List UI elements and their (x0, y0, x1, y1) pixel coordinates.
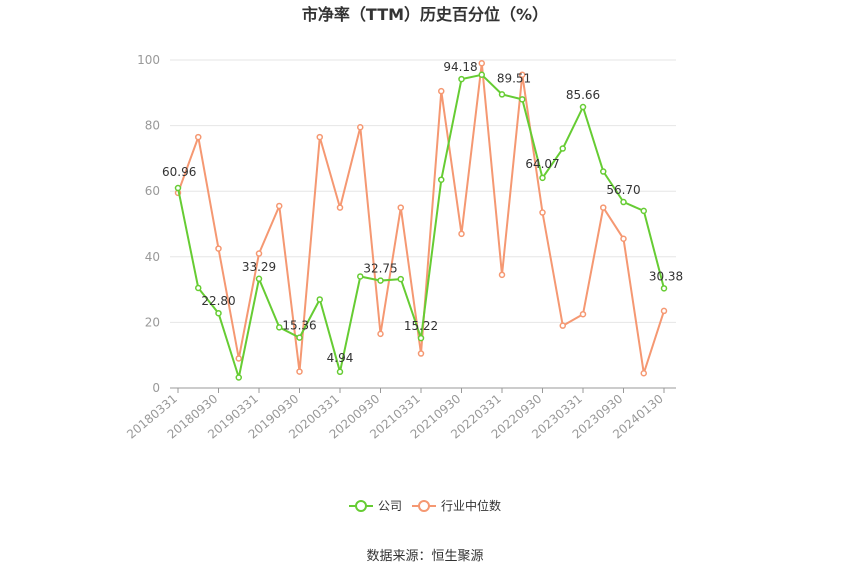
point-industry-20190930[interactable] (296, 368, 303, 375)
point-industry-20190630[interactable] (276, 202, 283, 210)
point-company-20201231[interactable] (397, 275, 404, 283)
point-industry-20210930[interactable] (458, 230, 465, 238)
point-company-20200331[interactable] (336, 368, 344, 376)
point-company-20190930[interactable] (296, 334, 303, 341)
y-axis: 0 20 40 60 80 100 (137, 53, 160, 395)
point-company-20181231[interactable] (235, 374, 242, 381)
data-label-20180331: 60.96 (162, 165, 196, 179)
data-label-20190331: 33.29 (242, 260, 276, 274)
data-labels: 60.96 22.80 33.29 15.36 4.94 32.75 15.22 94.18 8… (162, 60, 683, 365)
point-industry-20181231[interactable] (235, 355, 242, 362)
point-company-20231231[interactable] (640, 207, 647, 215)
data-label-20200930: 32.75 (363, 262, 397, 276)
y-tick-label-80: 80 (145, 119, 160, 133)
legend-label-company: 公司 (378, 499, 402, 513)
data-label-20180930: 22.80 (201, 294, 235, 308)
legend-item-company[interactable]: 公司 (349, 499, 402, 513)
point-company-20230930[interactable] (620, 198, 627, 206)
point-company-20210930[interactable] (458, 75, 465, 83)
data-label-20190930: 15.36 (282, 319, 316, 333)
point-industry-20230331[interactable] (579, 310, 587, 318)
point-company-20180930[interactable] (215, 309, 222, 317)
chart-title: 市净率（TTM）历史百分位（%） (302, 5, 548, 24)
point-industry-20190331[interactable] (255, 250, 263, 257)
point-company-20200630[interactable] (357, 273, 364, 280)
point-industry-20231231[interactable] (640, 369, 647, 377)
source-note: 数据来源：恒生聚源 (366, 549, 483, 564)
point-company-20230630[interactable] (600, 168, 607, 175)
grid (170, 59, 676, 323)
point-company-20221231[interactable] (559, 145, 566, 152)
legend-item-industry[interactable]: 行业中位数 (412, 498, 501, 513)
data-label-20220930: 64.07 (525, 157, 559, 171)
point-industry-20221231[interactable] (559, 322, 566, 329)
series-layer (174, 60, 668, 381)
data-label-20210930: 94.18 (443, 60, 477, 74)
point-industry-20240130[interactable] (660, 307, 668, 315)
legend-marker-company (355, 500, 367, 512)
point-company-20220331[interactable] (498, 91, 506, 98)
data-label-20240130: 30.38 (649, 269, 683, 283)
data-label-20210331: 15.22 (404, 319, 438, 333)
point-industry-20200930[interactable] (377, 330, 384, 338)
point-company-20190630[interactable] (276, 324, 283, 331)
point-industry-20211231[interactable] (478, 60, 485, 67)
point-industry-20230930[interactable] (620, 235, 627, 243)
data-label-20230331: 85.66 (566, 88, 600, 102)
point-company-20220630[interactable] (519, 96, 526, 103)
x-axis: 2018033120180930201903312019093020200331… (124, 387, 676, 442)
point-company-20220930[interactable] (539, 174, 546, 182)
point-company-20180331[interactable] (174, 184, 182, 192)
point-company-20210630[interactable] (438, 176, 445, 183)
data-label-20220331: 89.51 (497, 71, 531, 85)
point-company-20240130[interactable] (660, 285, 668, 292)
y-tick-label-20: 20 (145, 315, 160, 329)
point-industry-20180630[interactable] (195, 133, 202, 141)
legend-label-industry: 行业中位数 (441, 498, 501, 513)
data-label-20200331: 4.94 (327, 351, 354, 365)
point-company-20180630[interactable] (195, 284, 202, 292)
point-industry-20210630[interactable] (438, 87, 445, 95)
point-company-20210331[interactable] (417, 334, 425, 342)
point-company-20211231[interactable] (478, 71, 485, 79)
y-tick-label-40: 40 (145, 250, 160, 264)
point-industry-20210331[interactable] (417, 350, 425, 357)
point-industry-20200331[interactable] (336, 204, 344, 211)
point-company-20230331[interactable] (579, 103, 587, 111)
point-industry-20220630[interactable] (519, 71, 526, 79)
point-company-20200930[interactable] (377, 277, 384, 284)
data-label-20230930: 56.70 (606, 183, 640, 197)
point-industry-20180930[interactable] (215, 245, 222, 252)
point-industry-20200630[interactable] (357, 123, 364, 131)
legend[interactable]: 公司 行业中位数 (349, 498, 501, 513)
y-tick-label-100: 100 (137, 53, 160, 67)
legend-marker-industry (418, 500, 430, 512)
y-tick-label-0: 0 (152, 381, 160, 395)
point-industry-20220930[interactable] (539, 209, 546, 216)
point-industry-20191231[interactable] (316, 133, 323, 141)
point-industry-20230630[interactable] (600, 204, 607, 211)
point-industry-20201231[interactable] (397, 204, 404, 211)
y-tick-label-60: 60 (145, 184, 160, 198)
point-company-20190331[interactable] (255, 275, 263, 283)
point-industry-20220331[interactable] (498, 271, 506, 279)
point-company-20191231[interactable] (316, 296, 323, 303)
